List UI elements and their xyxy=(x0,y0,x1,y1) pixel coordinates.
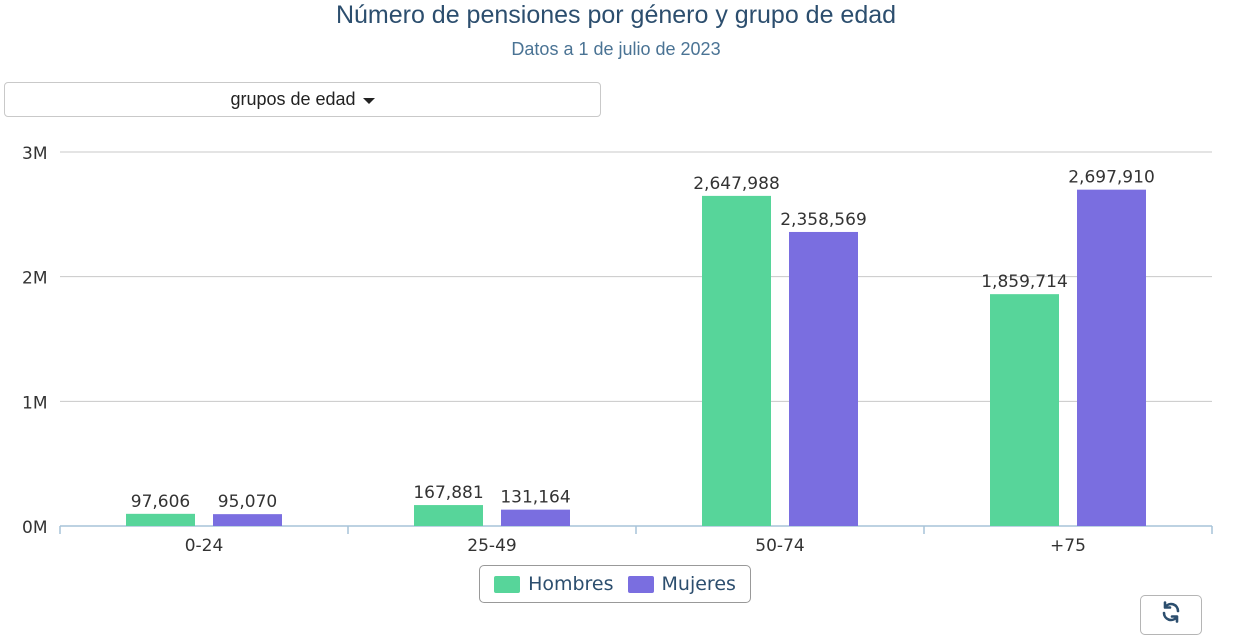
data-label: 1,859,714 xyxy=(981,272,1068,292)
bar-mujeres xyxy=(501,509,570,526)
x-tick-label: 0-24 xyxy=(185,536,224,556)
legend: Hombres Mujeres xyxy=(479,565,751,603)
y-tick-label: 3M xyxy=(22,144,47,164)
bar-mujeres xyxy=(1077,189,1146,526)
chart-title: Número de pensiones por género y grupo d… xyxy=(335,1,897,29)
y-tick-label: 0M xyxy=(22,518,47,538)
x-tick-label: 25-49 xyxy=(467,536,516,556)
legend-label-hombres: Hombres xyxy=(528,573,614,595)
bar-hombres xyxy=(990,294,1059,526)
bar-hombres xyxy=(702,195,771,526)
bar-mujeres xyxy=(789,231,858,526)
refresh-button[interactable] xyxy=(1140,595,1202,635)
bar-chart: 0M 1M 2M 3M 97,606 95,070 0-24 167,881 131,164 25… xyxy=(22,144,1213,556)
data-label: 131,164 xyxy=(500,488,570,508)
legend-swatch-mujeres xyxy=(627,575,654,593)
chart-subtitle: Datos a 1 de julio de 2023 xyxy=(511,39,721,59)
bar-hombres xyxy=(414,505,483,526)
legend-item-hombres[interactable]: Hombres xyxy=(494,573,614,595)
legend-item-mujeres[interactable]: Mujeres xyxy=(627,573,736,595)
refresh-icon xyxy=(1162,601,1180,623)
legend-label-mujeres: Mujeres xyxy=(661,573,736,595)
y-tick-label: 2M xyxy=(22,269,47,289)
caret-down-icon xyxy=(362,97,375,104)
dropdown-label: grupos de edad xyxy=(230,89,356,109)
bar-hombres xyxy=(126,513,195,526)
x-tick-label: +75 xyxy=(1050,536,1086,556)
age-group-dropdown[interactable]: grupos de edad xyxy=(4,82,601,117)
legend-swatch-hombres xyxy=(494,575,521,593)
data-label: 2,697,910 xyxy=(1068,168,1155,188)
data-label: 2,358,569 xyxy=(780,210,867,230)
y-tick-label: 1M xyxy=(22,393,47,413)
data-label: 95,070 xyxy=(218,492,277,512)
data-label: 167,881 xyxy=(413,483,483,503)
data-label: 97,606 xyxy=(131,492,190,512)
x-tick-label: 50-74 xyxy=(755,536,804,556)
data-label: 2,647,988 xyxy=(693,174,780,194)
bar-mujeres xyxy=(213,514,282,526)
